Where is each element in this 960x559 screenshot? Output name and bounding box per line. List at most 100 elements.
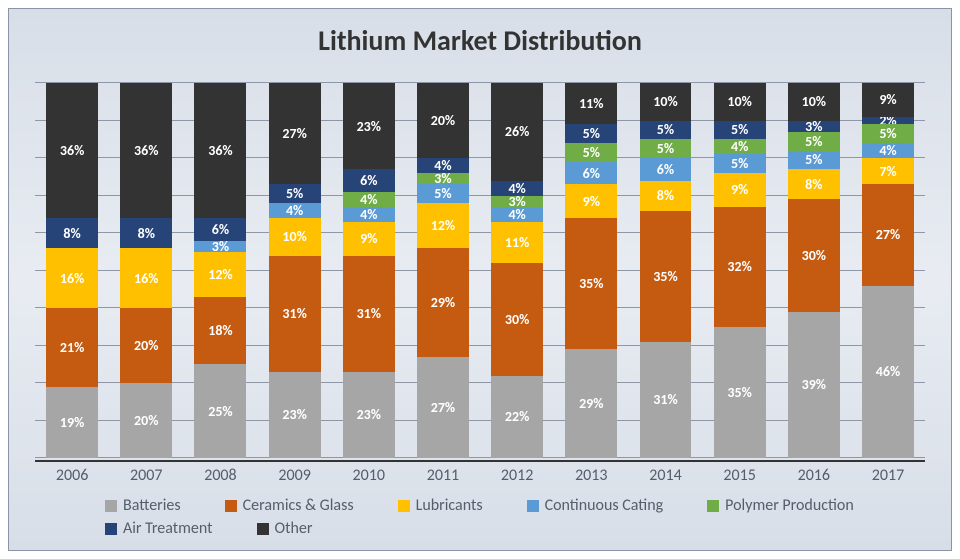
segment-ceramics-glass: 32%: [714, 207, 766, 327]
segment-batteries: 39%: [788, 312, 840, 458]
segment-air-treatment: 2%: [862, 117, 914, 125]
segment-polymer-production: 5%: [640, 139, 692, 158]
bar-slot: 22%30%11%4%3%4%26%: [480, 83, 554, 458]
bar: 46%27%7%4%5%2%9%: [862, 83, 914, 458]
bar-slot: 35%32%9%5%4%5%10%: [703, 83, 777, 458]
bar: 29%35%9%6%5%5%11%: [565, 83, 617, 458]
segment-continuous-cating: 4%: [269, 203, 321, 218]
bar-slot: 39%30%8%5%5%3%10%: [777, 83, 851, 458]
bar: 35%32%9%5%4%5%10%: [714, 83, 766, 458]
segment-air-treatment: 8%: [120, 218, 172, 248]
segment-polymer-production: 4%: [714, 139, 766, 154]
segment-batteries: 23%: [269, 372, 321, 458]
segment-batteries: 31%: [640, 342, 692, 458]
segment-lubricants: 8%: [640, 181, 692, 211]
legend-label: Polymer Production: [725, 496, 854, 515]
legend-swatch: [398, 500, 410, 512]
bar: 22%30%11%4%3%4%26%: [491, 83, 543, 458]
bar: 20%20%16%8%36%: [120, 83, 172, 458]
x-label: 2011: [406, 462, 480, 486]
x-label: 2008: [183, 462, 257, 486]
bar: 39%30%8%5%5%3%10%: [788, 83, 840, 458]
legend-label: Batteries: [123, 496, 181, 515]
segment-continuous-cating: 3%: [194, 241, 246, 252]
segment-other: 23%: [343, 83, 395, 169]
segment-air-treatment: 4%: [491, 181, 543, 196]
segment-ceramics-glass: 21%: [46, 308, 98, 387]
segment-other: 36%: [194, 83, 246, 218]
segment-batteries: 20%: [120, 383, 172, 458]
bar-slot: 25%18%12%3%6%36%: [183, 83, 257, 458]
segment-lubricants: 10%: [269, 218, 321, 256]
segment-air-treatment: 5%: [714, 121, 766, 140]
segment-other: 20%: [417, 83, 469, 158]
segment-air-treatment: 3%: [788, 121, 840, 132]
segment-other: 36%: [120, 83, 172, 218]
legend-label: Ceramics & Glass: [243, 496, 354, 515]
segment-continuous-cating: 4%: [491, 207, 543, 222]
x-label: 2016: [777, 462, 851, 486]
legend: Batteries Ceramics & Glass Lubricants Conti…: [35, 496, 925, 542]
segment-batteries: 29%: [565, 349, 617, 458]
legend-swatch: [225, 500, 237, 512]
segment-air-treatment: 6%: [194, 218, 246, 241]
bar: 25%18%12%3%6%36%: [194, 83, 246, 458]
legend-label: Air Treatment: [123, 519, 213, 538]
legend-swatch: [105, 523, 117, 535]
segment-continuous-cating: 6%: [565, 162, 617, 185]
segment-lubricants: 8%: [788, 169, 840, 199]
segment-batteries: 46%: [862, 286, 914, 459]
segment-air-treatment: 5%: [640, 121, 692, 140]
segment-other: 10%: [640, 83, 692, 121]
segment-batteries: 19%: [46, 387, 98, 458]
bar: 23%31%10%4%5%27%: [269, 83, 321, 458]
bar: 27%29%12%5%3%4%20%: [417, 83, 469, 458]
x-axis: 2006200720082009201020112012201320142015…: [35, 460, 925, 486]
segment-polymer-production: 5%: [788, 132, 840, 151]
segment-ceramics-glass: 31%: [269, 256, 321, 372]
legend-label: Lubricants: [416, 496, 483, 515]
bar: 23%31%9%4%4%6%23%: [343, 83, 395, 458]
segment-continuous-cating: 6%: [640, 158, 692, 181]
segment-ceramics-glass: 30%: [788, 199, 840, 312]
segment-continuous-cating: 4%: [343, 207, 395, 222]
bar-slot: 19%21%16%8%36%: [35, 83, 109, 458]
segment-ceramics-glass: 18%: [194, 297, 246, 365]
segment-lubricants: 11%: [491, 222, 543, 263]
segment-polymer-production: 5%: [565, 143, 617, 162]
plot-area: 19%21%16%8%36%20%20%16%8%36%25%18%12%3%6…: [35, 83, 925, 458]
legend-swatch: [105, 500, 117, 512]
segment-polymer-production: 4%: [343, 192, 395, 207]
x-label: 2017: [851, 462, 925, 486]
segment-batteries: 35%: [714, 327, 766, 458]
legend-label: Other: [275, 519, 313, 538]
x-label: 2007: [109, 462, 183, 486]
bar-slot: 20%20%16%8%36%: [109, 83, 183, 458]
bar-slot: 46%27%7%4%5%2%9%: [851, 83, 925, 458]
legend-swatch: [257, 523, 269, 535]
segment-ceramics-glass: 30%: [491, 263, 543, 376]
segment-continuous-cating: 4%: [862, 143, 914, 158]
x-label: 2009: [258, 462, 332, 486]
segment-ceramics-glass: 20%: [120, 308, 172, 383]
segment-air-treatment: 6%: [343, 169, 395, 192]
x-label: 2013: [554, 462, 628, 486]
segment-other: 10%: [714, 83, 766, 121]
segment-air-treatment: 5%: [565, 124, 617, 143]
legend-label: Continuous Cating: [545, 496, 664, 515]
bar: 19%21%16%8%36%: [46, 83, 98, 458]
bar-slot: 23%31%10%4%5%27%: [258, 83, 332, 458]
segment-other: 9%: [862, 83, 914, 117]
x-label: 2015: [703, 462, 777, 486]
segment-other: 10%: [788, 83, 840, 121]
segment-air-treatment: 4%: [417, 158, 469, 173]
bar-slot: 27%29%12%5%3%4%20%: [406, 83, 480, 458]
segment-batteries: 22%: [491, 376, 543, 459]
segment-batteries: 23%: [343, 372, 395, 458]
segment-polymer-production: 3%: [417, 173, 469, 184]
segment-lubricants: 16%: [46, 248, 98, 308]
segment-other: 36%: [46, 83, 98, 218]
segment-ceramics-glass: 35%: [565, 218, 617, 349]
legend-swatch: [527, 500, 539, 512]
x-label: 2012: [480, 462, 554, 486]
